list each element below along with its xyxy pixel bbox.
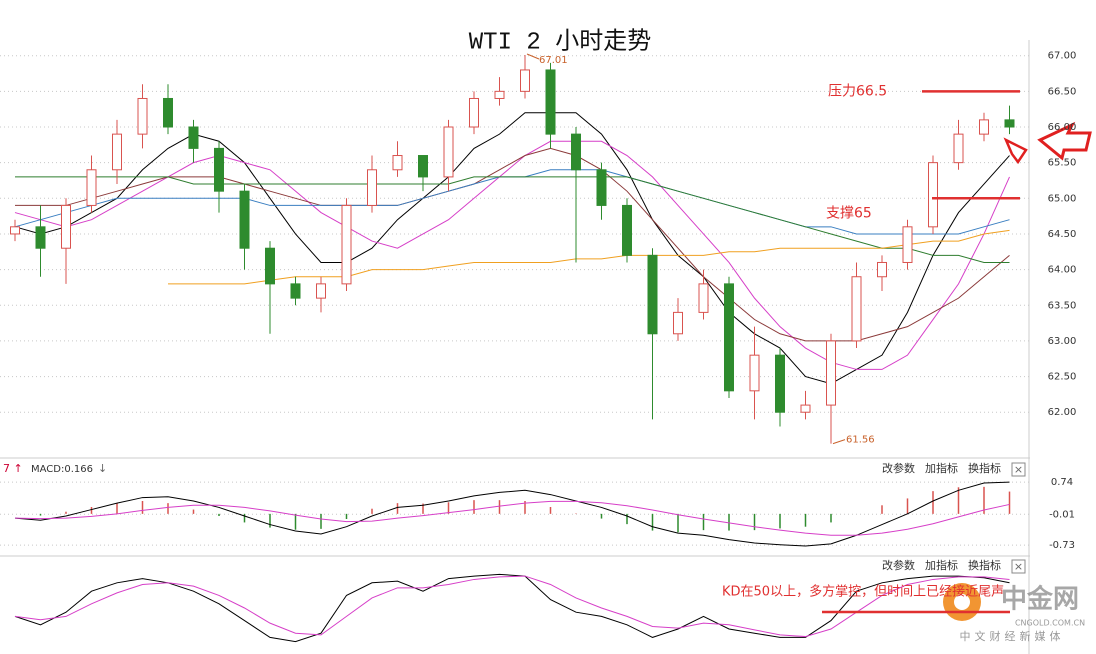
high-label: 67.01 [539, 55, 568, 66]
toolbar-button[interactable]: 改参数 [882, 558, 915, 572]
candle-body [571, 133, 581, 171]
candle-body [341, 204, 352, 285]
trend-arrow [1003, 137, 1028, 165]
close-button[interactable] [1011, 559, 1026, 574]
toolbar-button[interactable]: 换指标 [968, 461, 1001, 475]
close-icon[interactable]: × [1014, 463, 1023, 476]
indicator-line [14, 481, 1010, 547]
candle-body [545, 69, 556, 135]
pointer [526, 53, 540, 60]
y-tick-label: -0.01 [1049, 509, 1075, 520]
candle-body [367, 169, 377, 206]
indicator-line [14, 573, 1010, 643]
indicator-line [14, 500, 1010, 536]
y-tick-label: 63.00 [1048, 336, 1077, 347]
level-label: 压力66.5 [828, 83, 887, 99]
close-icon[interactable]: × [1014, 560, 1023, 573]
candle-body [520, 69, 530, 92]
candle-body [10, 226, 20, 235]
candle-body [61, 204, 71, 249]
candle-body [290, 283, 301, 299]
candle-body [851, 276, 862, 342]
watermark-slogan: 中文财经新媒体 [960, 629, 1065, 643]
y-tick-label: 64.50 [1048, 229, 1077, 240]
pointer [832, 439, 846, 445]
watermark-brand: 中金网 [1001, 584, 1079, 615]
candle-body [673, 311, 683, 335]
candle-body [596, 169, 607, 206]
candle-body [775, 354, 785, 413]
candle-body [239, 190, 250, 249]
y-tick-label: 0.74 [1051, 477, 1073, 488]
candle-body [724, 283, 734, 392]
toolbar-button[interactable]: 加指标 [925, 558, 958, 572]
low-label: 61.56 [846, 435, 875, 446]
y-tick-label: -0.73 [1049, 540, 1075, 551]
candle-body [622, 204, 632, 256]
toolbar-button[interactable]: 换指标 [968, 558, 1001, 572]
candle-body [1004, 119, 1015, 128]
y-tick-label: 66.00 [1048, 122, 1077, 133]
y-tick-label: 67.00 [1048, 51, 1077, 62]
candle-body [902, 226, 913, 263]
candle-body [877, 261, 887, 278]
candle-body [979, 119, 989, 135]
indicator-arrow: 7 ↑ [3, 462, 23, 475]
candle-body [698, 283, 709, 313]
indicator-line [14, 140, 1010, 370]
candle-body [188, 126, 199, 149]
candle-body [214, 147, 224, 192]
candle-body [749, 354, 760, 392]
y-tick-label: 65.00 [1048, 193, 1077, 204]
candle-body [163, 97, 173, 128]
toolbar-button[interactable]: 加指标 [925, 461, 958, 475]
annotation: KD在50以上，多方掌控，但时间上已经接近尾声 [722, 584, 1004, 600]
candle-body [418, 155, 428, 178]
y-tick-label: 62.00 [1048, 407, 1077, 418]
candle-body [86, 169, 97, 206]
panel-title: MACD:0.166 [31, 464, 93, 475]
candle-body [800, 404, 811, 413]
indicator-line [14, 112, 1010, 385]
candle-body [35, 226, 46, 249]
candle-body [826, 340, 836, 406]
y-tick-label: 66.50 [1048, 86, 1077, 97]
indicator-line [15, 176, 1010, 263]
indicator-arrow: ↓ [98, 462, 107, 475]
y-tick-label: 64.00 [1048, 265, 1077, 276]
y-tick-label: 65.50 [1048, 158, 1077, 169]
candle-body [443, 126, 454, 178]
watermark-site: CNGOLD.COM.CN [1015, 619, 1085, 628]
y-tick-label: 63.50 [1048, 300, 1077, 311]
close-button[interactable] [1011, 462, 1026, 477]
candle-body [137, 97, 148, 135]
indicator-line [15, 147, 1010, 342]
candle-body [392, 155, 403, 171]
candle-body [494, 90, 505, 99]
toolbar-button[interactable]: 改参数 [882, 461, 915, 475]
candle-body [469, 97, 479, 128]
candle-body [112, 133, 122, 171]
trend-arrow [1037, 121, 1092, 161]
indicator-line [14, 575, 1010, 638]
candle-body [928, 162, 938, 228]
candle-body [316, 283, 326, 299]
candle-body [647, 254, 658, 335]
indicator-line [168, 229, 1010, 285]
level-label: 支撑65 [826, 205, 872, 221]
logo-mark [954, 594, 970, 610]
y-tick-label: 62.50 [1048, 372, 1077, 383]
candle-body [265, 247, 275, 285]
chart-title: WTI 2 小时走势 [469, 27, 651, 56]
candle-body [953, 133, 964, 164]
